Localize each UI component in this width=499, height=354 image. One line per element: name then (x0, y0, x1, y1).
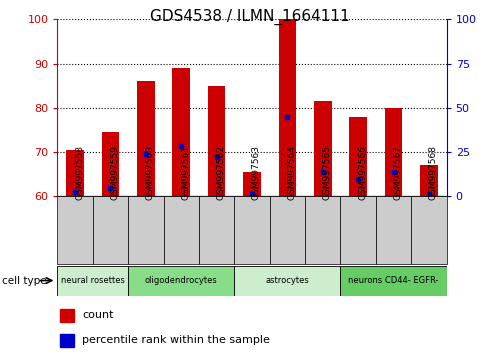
Text: GSM997564: GSM997564 (287, 145, 296, 200)
Text: GSM997563: GSM997563 (252, 145, 261, 200)
Bar (57, 266, 128, 296)
Text: GSM997567: GSM997567 (394, 145, 403, 200)
Bar (172, 68, 190, 196)
Text: GSM997562: GSM997562 (217, 145, 226, 200)
Text: neural rosettes: neural rosettes (61, 276, 125, 285)
Text: GSM997558: GSM997558 (75, 145, 84, 200)
Text: GDS4538 / ILMN_1664111: GDS4538 / ILMN_1664111 (150, 9, 349, 25)
Bar (128, 196, 164, 264)
Text: astrocytes: astrocytes (265, 276, 309, 285)
Bar (208, 86, 226, 196)
Text: GSM997559: GSM997559 (110, 145, 119, 200)
Bar (235, 266, 340, 296)
Bar (305, 196, 340, 264)
Bar (269, 196, 305, 264)
Bar (243, 172, 261, 196)
Text: cell type: cell type (2, 275, 47, 286)
Text: count: count (82, 310, 113, 320)
Bar (376, 196, 411, 264)
Bar (57, 196, 93, 264)
Bar (411, 196, 447, 264)
Text: percentile rank within the sample: percentile rank within the sample (82, 335, 270, 346)
Bar (66, 150, 84, 196)
Bar (93, 196, 128, 264)
Text: GSM997566: GSM997566 (358, 145, 367, 200)
Text: GSM997561: GSM997561 (181, 145, 190, 200)
Text: GSM997560: GSM997560 (146, 145, 155, 200)
Bar (349, 117, 367, 196)
Bar (164, 196, 199, 264)
Bar (235, 196, 269, 264)
Bar (60, 309, 74, 322)
Text: GSM997565: GSM997565 (323, 145, 332, 200)
Bar (102, 132, 119, 196)
Bar (340, 196, 376, 264)
Bar (340, 266, 447, 296)
Bar (128, 266, 235, 296)
Text: neurons CD44- EGFR-: neurons CD44- EGFR- (348, 276, 439, 285)
Bar (137, 81, 155, 196)
Bar (314, 101, 332, 196)
Text: GSM997568: GSM997568 (429, 145, 438, 200)
Bar (385, 108, 402, 196)
Text: oligodendrocytes: oligodendrocytes (145, 276, 218, 285)
Bar (60, 334, 74, 347)
Bar (278, 19, 296, 196)
Bar (199, 196, 235, 264)
Bar (420, 166, 438, 196)
